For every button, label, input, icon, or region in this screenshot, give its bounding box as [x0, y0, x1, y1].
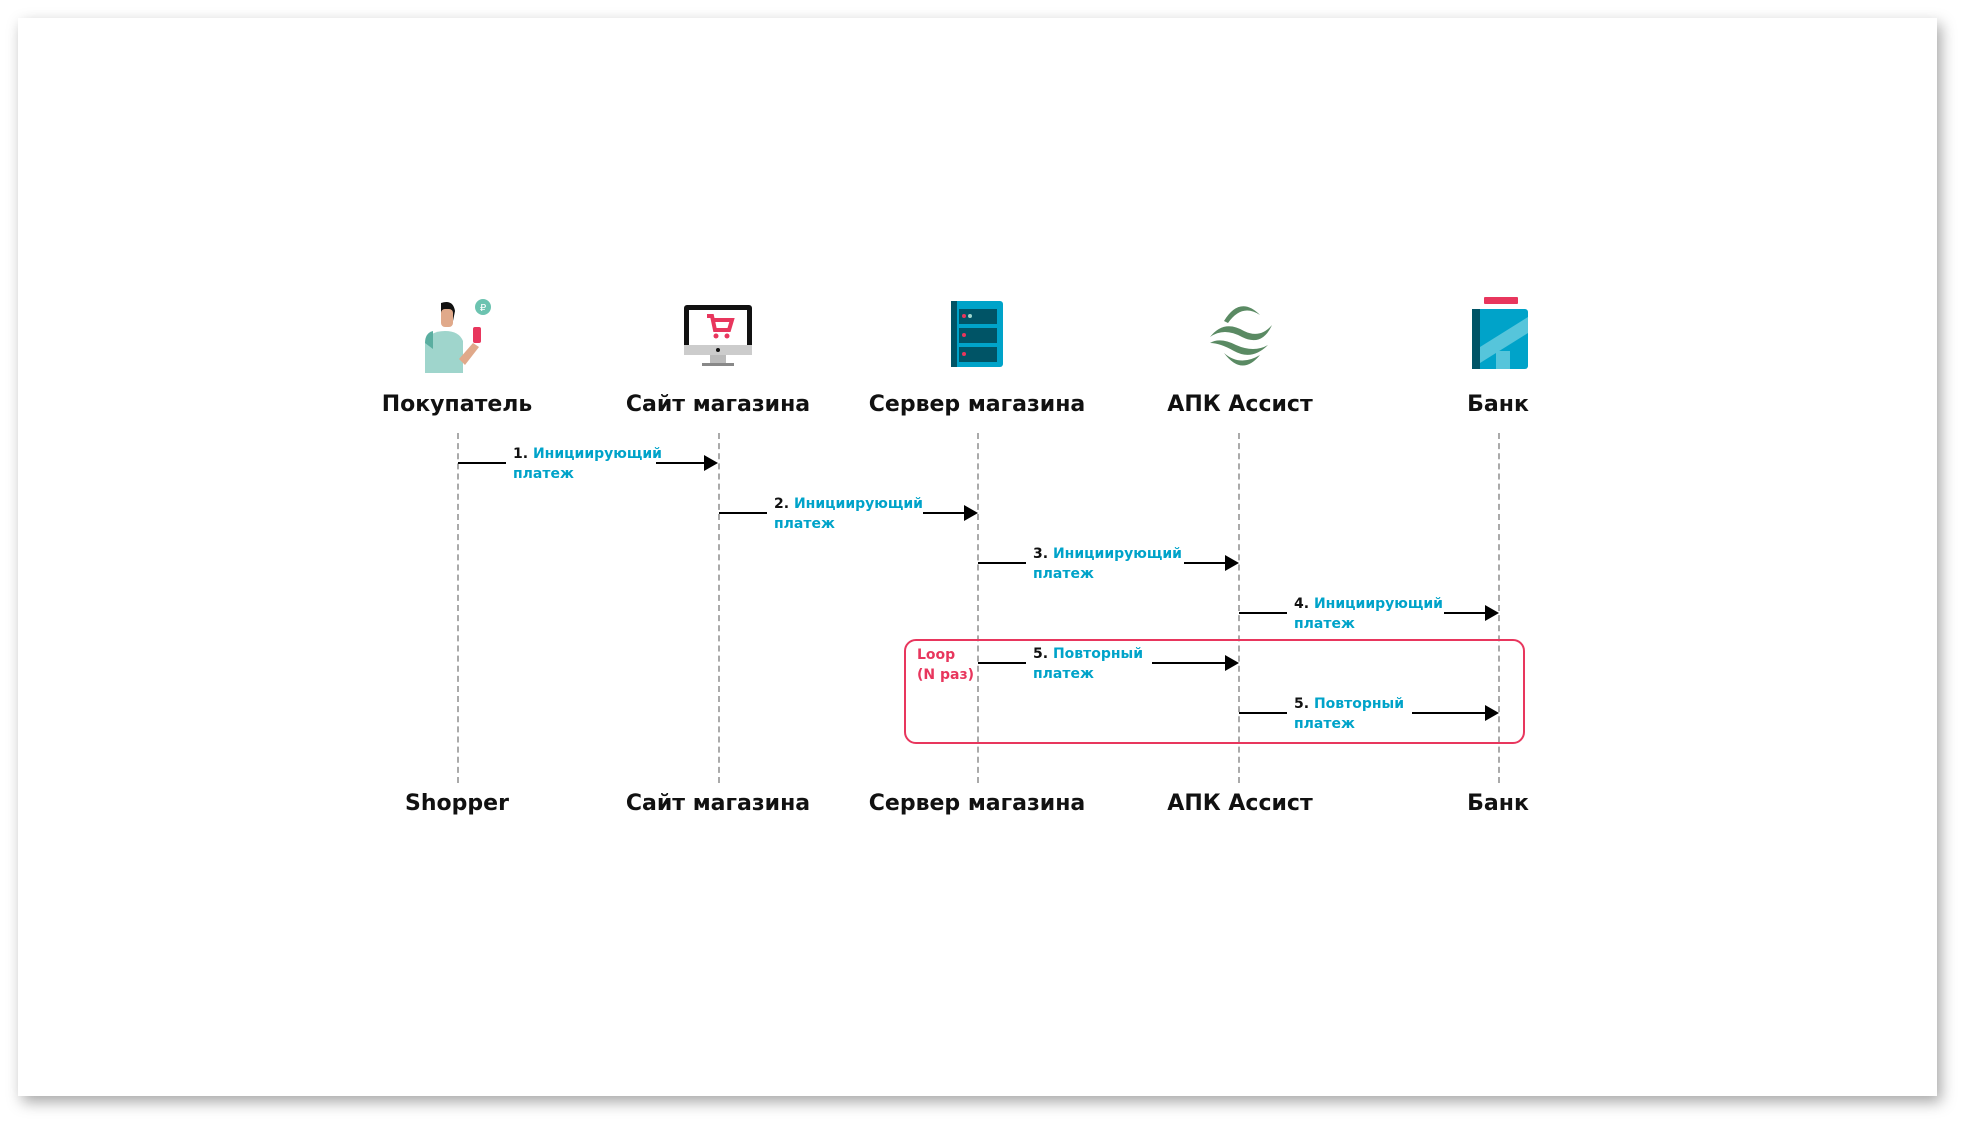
assist-logo-icon [1210, 306, 1272, 366]
actor-label-server-bottom: Сервер магазина [868, 791, 1086, 816]
shop-server-icon [951, 301, 1003, 367]
loop-frame: Loop (N раз) [904, 639, 1525, 744]
loop-label: Loop (N раз) [917, 645, 974, 685]
loop-label-line2: (N раз) [917, 667, 974, 683]
lifeline-shopper [457, 433, 459, 783]
actor-label-assist-bottom: АПК Ассист [1167, 791, 1313, 816]
actor-label-bank-top: Банк [1467, 392, 1529, 417]
shop-website-monitor-icon [684, 305, 752, 366]
actor-label-shopper-bottom: Shopper [405, 791, 509, 816]
arrowhead-icon [1225, 555, 1239, 571]
svg-text:₽: ₽ [480, 303, 487, 314]
actor-label-website-bottom: Сайт магазина [625, 791, 811, 816]
actor-label-website-top: Сайт магазина [625, 392, 811, 417]
actor-label-assist-top: АПК Ассист [1167, 392, 1313, 417]
actor-label-shopper-top: Покупатель [381, 392, 533, 417]
lifeline-website [718, 433, 720, 783]
arrowhead-icon [1225, 655, 1239, 671]
loop-label-line1: Loop [917, 647, 956, 663]
bank-building-icon [1472, 297, 1528, 369]
lifeline-assist [1238, 433, 1240, 783]
arrowhead-icon [964, 505, 978, 521]
arrowhead-icon [1485, 705, 1499, 721]
arrowhead-icon [1485, 605, 1499, 621]
actor-label-server-top: Сервер магазина [868, 392, 1086, 417]
lifeline-server [977, 433, 979, 783]
lifeline-bank [1498, 433, 1500, 783]
shopper-icon: ₽ [425, 299, 491, 373]
arrowhead-icon [704, 455, 718, 471]
actor-label-bank-bottom: Банк [1467, 791, 1529, 816]
